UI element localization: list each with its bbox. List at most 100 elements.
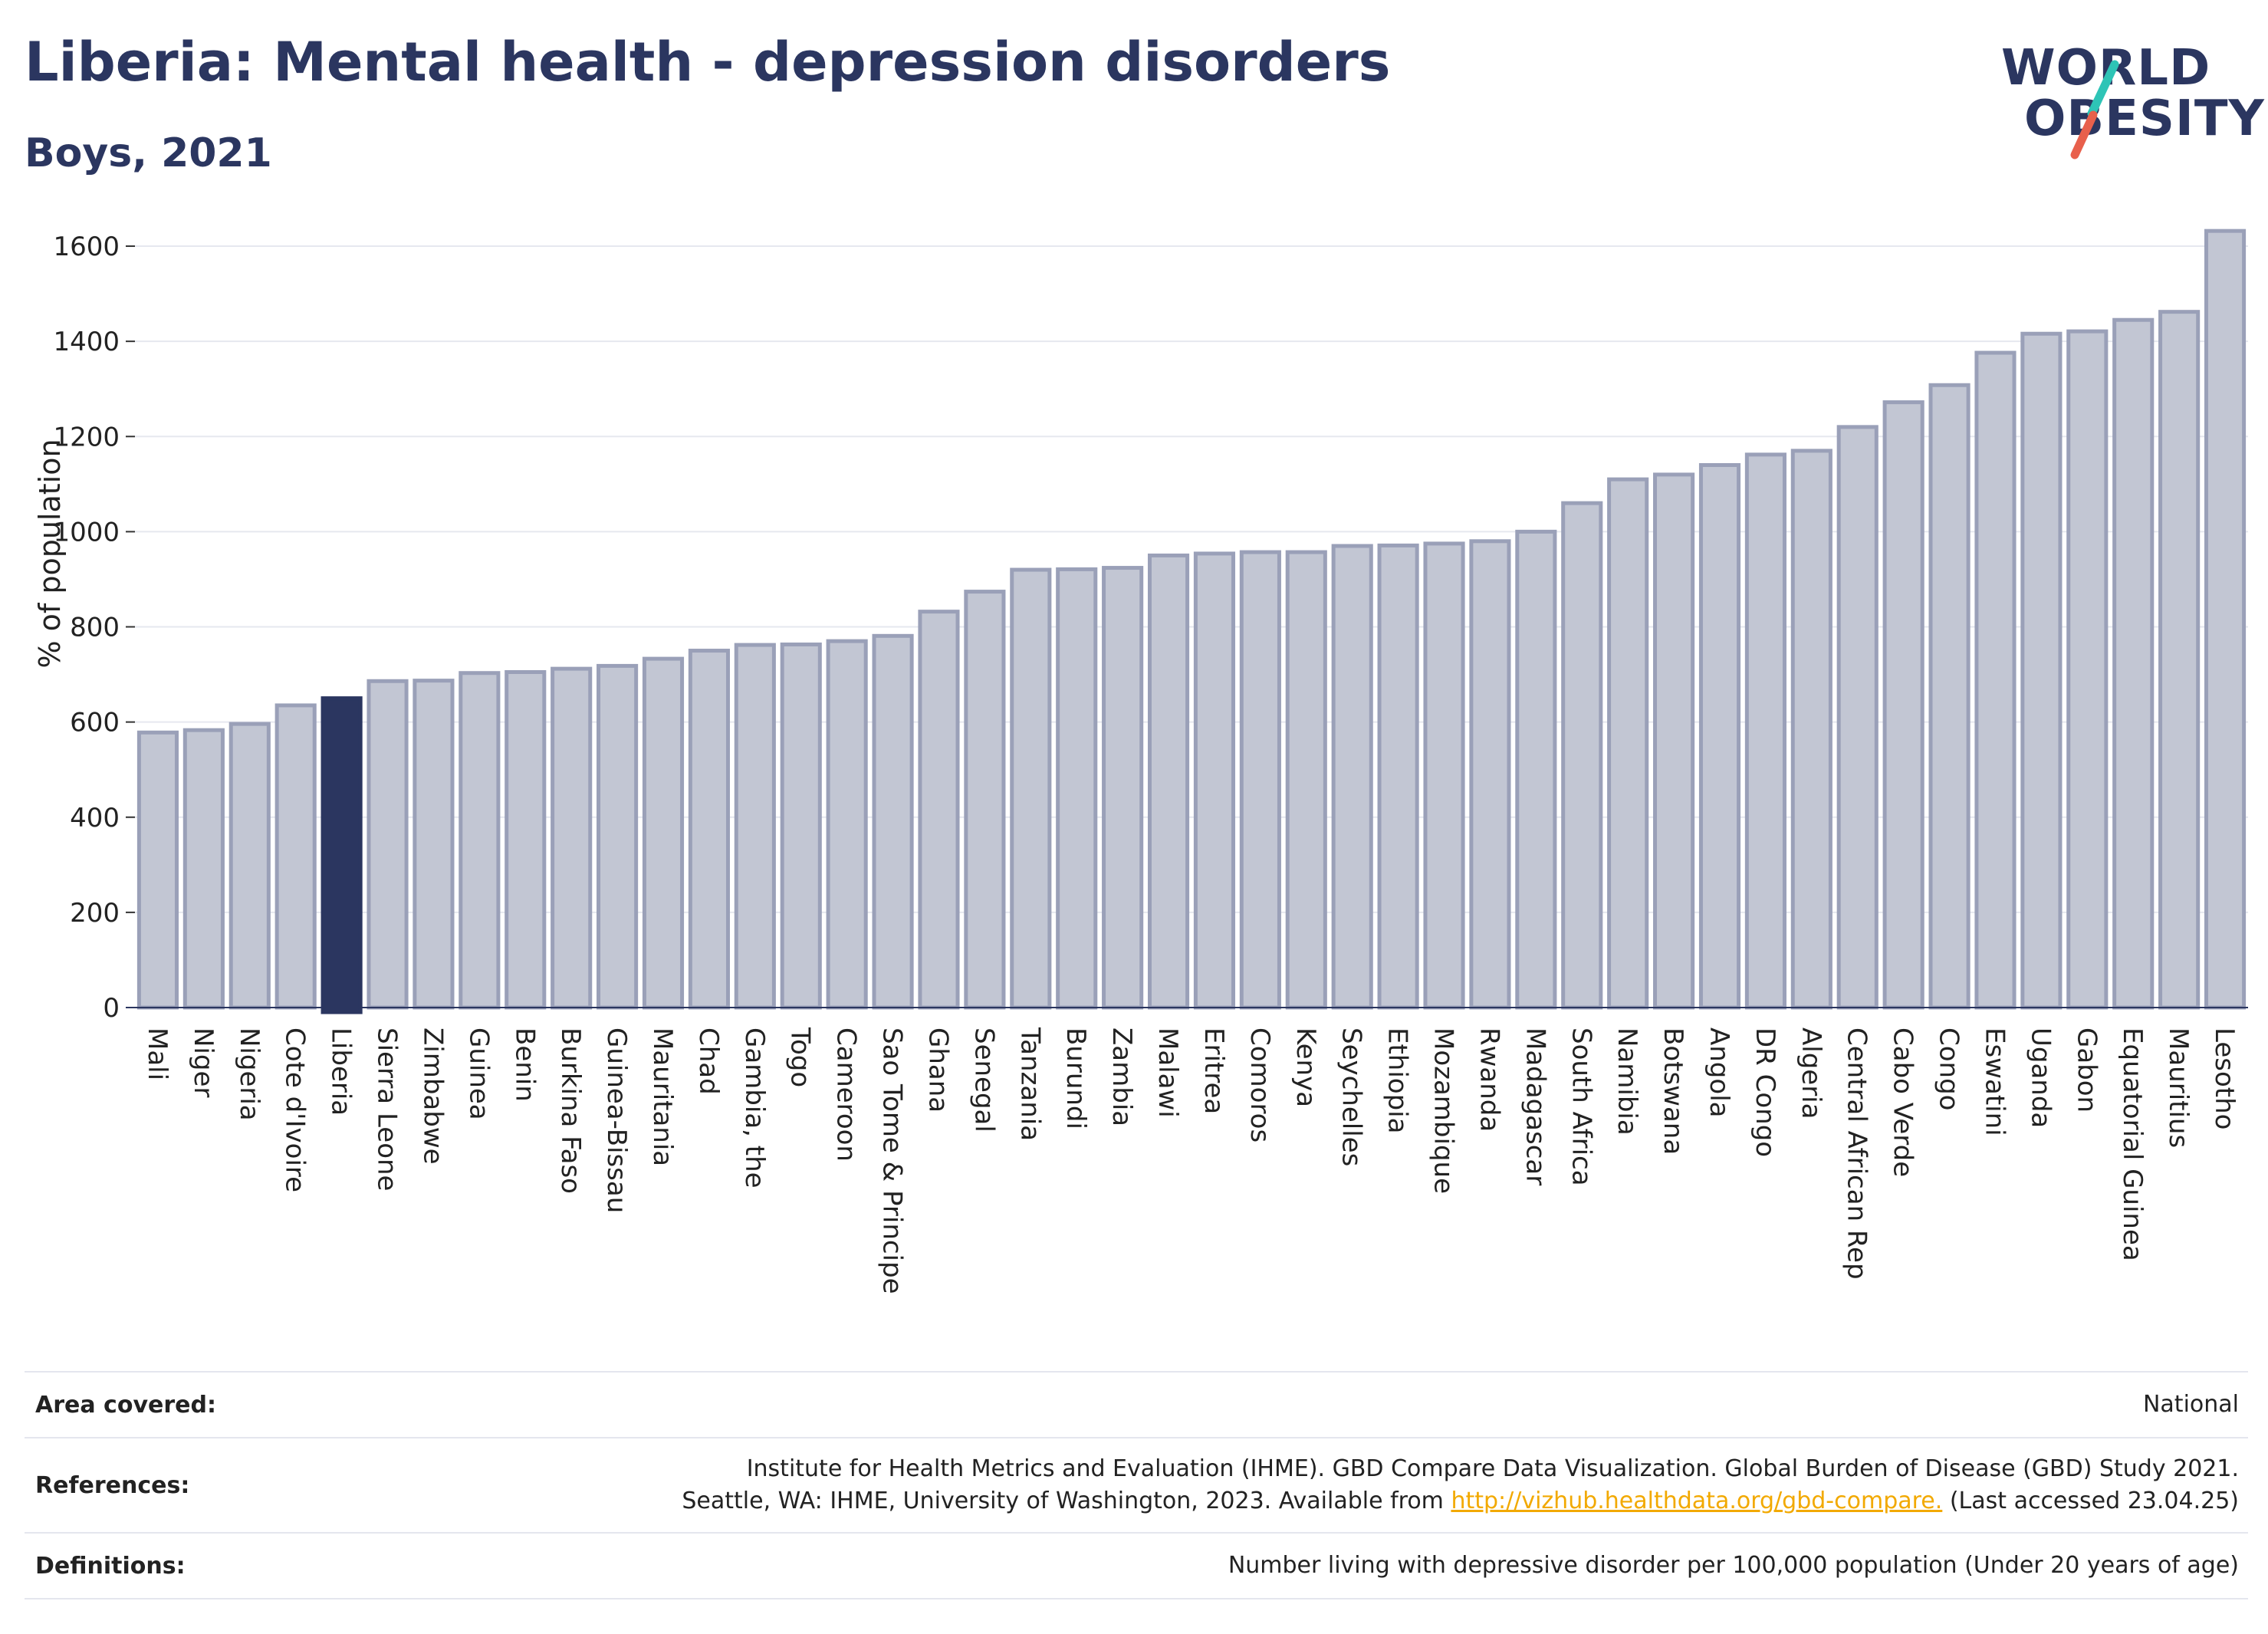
- footer-row-area: Area covered: National: [25, 1371, 2248, 1437]
- bar-algeria: [1790, 449, 1832, 1010]
- category-label: Comoros: [1244, 1027, 1275, 1142]
- bar-namibia: [1607, 477, 1649, 1010]
- world-obesity-logo: WORLD OBESITY: [2001, 40, 2264, 163]
- category-label: Malawi: [1152, 1027, 1183, 1118]
- bar-botswana: [1653, 472, 1695, 1010]
- bar-cabo-verde: [1882, 400, 1925, 1010]
- bar-madagascar: [1515, 529, 1557, 1010]
- category-label: Zimbabwe: [417, 1027, 448, 1165]
- category-label: Togo: [785, 1027, 816, 1087]
- bar-togo: [780, 642, 822, 1010]
- y-tick-label: 0: [103, 993, 120, 1024]
- bar-rwanda: [1469, 539, 1511, 1010]
- y-tick-label: 200: [70, 898, 120, 929]
- footer-row-definitions: Definitions: Number living with depressi…: [25, 1532, 2248, 1599]
- bar-guinea-bissau: [597, 663, 639, 1010]
- category-label: Cabo Verde: [1888, 1027, 1918, 1177]
- y-tick-label: 1400: [53, 327, 120, 357]
- bar-malawi: [1147, 553, 1190, 1010]
- bar-niger: [182, 728, 225, 1010]
- bar-south-africa: [1561, 501, 1603, 1010]
- category-label: Burkina Faso: [555, 1027, 586, 1194]
- category-label: Tanzania: [1014, 1027, 1045, 1141]
- category-label: South Africa: [1566, 1027, 1596, 1186]
- category-label: Sierra Leone: [372, 1027, 403, 1191]
- bar-congo: [1928, 383, 1971, 1010]
- category-label: Rwanda: [1474, 1027, 1504, 1132]
- bar-cameroon: [826, 639, 868, 1010]
- category-label: Ethiopia: [1382, 1027, 1413, 1133]
- y-tick-label: 600: [70, 708, 120, 738]
- references-label: References:: [35, 1471, 190, 1499]
- reference-line-2-post: (Last accessed 23.04.25): [1942, 1488, 2239, 1514]
- category-label: Equatorial Guinea: [2117, 1027, 2148, 1261]
- bar-senegal: [964, 590, 1006, 1010]
- bar-cote-d-ivoire: [274, 703, 317, 1010]
- definitions-value: Number living with depressive disorder p…: [1228, 1552, 2239, 1579]
- category-label: Guinea: [463, 1027, 494, 1120]
- reference-line-1: Institute for Health Metrics and Evaluat…: [746, 1455, 2239, 1482]
- category-label: Botswana: [1658, 1027, 1688, 1155]
- reference-line-2-pre: Seattle, WA: IHME, University of Washing…: [682, 1488, 1451, 1514]
- category-label: Congo: [1934, 1027, 1964, 1110]
- bar-zimbabwe: [413, 679, 455, 1010]
- area-value: National: [2142, 1391, 2239, 1418]
- category-label: Mauritius: [2163, 1027, 2194, 1148]
- category-label: Guinea-Bissau: [601, 1027, 632, 1213]
- bar-chad: [688, 649, 730, 1010]
- category-label: Central African Rep: [1842, 1027, 1872, 1280]
- category-label: Cameroon: [831, 1027, 862, 1162]
- bar-ghana: [918, 610, 960, 1010]
- bar-kenya: [1285, 550, 1327, 1010]
- reference-link[interactable]: http://vizhub.healthdata.org/gbd-compare…: [1451, 1488, 1943, 1514]
- bar-equatorial-guinea: [2112, 317, 2155, 1010]
- footer-table: Area covered: National References: Insti…: [25, 1371, 2248, 1599]
- category-labels: Mali Niger Nigeria Cote d'Ivoire Liberia Sier…: [142, 1027, 2240, 1294]
- y-tick-label: 1600: [53, 232, 120, 262]
- category-label: Nigeria: [234, 1027, 265, 1121]
- references-value: Institute for Health Metrics and Evaluat…: [682, 1453, 2248, 1517]
- y-axis-ticks: 0 200 400 600 800 1000 1200 1400 1600: [53, 232, 135, 1024]
- y-tick-label: 1200: [53, 422, 120, 452]
- bars: [136, 228, 2247, 1014]
- bar-burundi: [1056, 567, 1098, 1010]
- bar-guinea: [459, 671, 501, 1010]
- category-label: Seychelles: [1336, 1027, 1367, 1166]
- bar-central-african-rep: [1836, 425, 1878, 1010]
- category-label: Uganda: [2025, 1027, 2056, 1128]
- category-label: Liberia: [326, 1027, 357, 1116]
- category-label: Mozambique: [1428, 1027, 1459, 1194]
- bar-nigeria: [228, 722, 271, 1010]
- category-label: Chad: [693, 1027, 724, 1095]
- definitions-label: Definitions:: [35, 1552, 186, 1580]
- category-label: Algeria: [1796, 1027, 1826, 1119]
- bar-angola: [1698, 463, 1741, 1010]
- y-tick-label: 400: [70, 803, 120, 833]
- category-label: Sao Tome & Principe: [877, 1027, 908, 1294]
- category-label: Niger: [188, 1027, 219, 1097]
- bar-liberia: [320, 696, 363, 1014]
- category-label: Gambia, the: [739, 1027, 770, 1189]
- y-tick-label: 800: [70, 613, 120, 643]
- bar-mozambique: [1423, 541, 1465, 1010]
- category-label: Benin: [509, 1027, 540, 1102]
- category-label: Mauritania: [647, 1027, 678, 1166]
- category-label: Kenya: [1290, 1027, 1321, 1107]
- chart-title: Liberia: Mental health - depression diso…: [25, 31, 1391, 94]
- category-label: Eritrea: [1198, 1027, 1229, 1114]
- bar-seychelles: [1331, 544, 1373, 1010]
- bar-eswatini: [1974, 350, 2017, 1010]
- category-label: Cote d'Ivoire: [280, 1027, 311, 1192]
- footer-row-references: References: Institute for Health Metrics…: [25, 1437, 2248, 1532]
- category-label: Burundi: [1060, 1027, 1091, 1129]
- category-label: Gabon: [2071, 1027, 2102, 1113]
- category-label: DR Congo: [1750, 1027, 1780, 1157]
- chart-subtitle: Boys, 2021: [25, 130, 272, 176]
- bar-eritrea: [1193, 551, 1236, 1010]
- bar-sao-tome-principe: [872, 633, 914, 1010]
- bar-uganda: [2020, 331, 2063, 1010]
- category-label: Madagascar: [1520, 1027, 1550, 1185]
- y-axis-label: % of population: [33, 439, 67, 668]
- bar-dr-congo: [1744, 452, 1786, 1010]
- category-label: Angola: [1704, 1027, 1734, 1117]
